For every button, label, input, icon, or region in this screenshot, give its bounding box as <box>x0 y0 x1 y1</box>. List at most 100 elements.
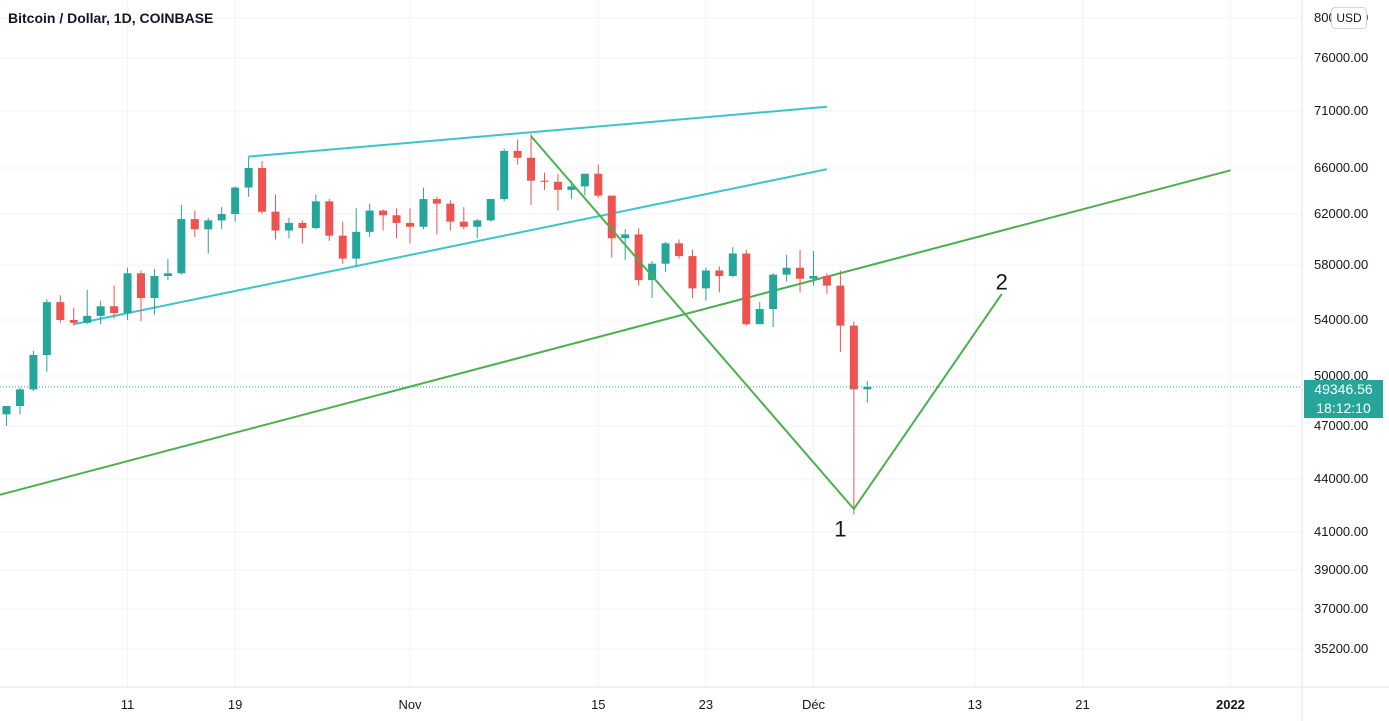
channel-lower-line <box>73 168 828 326</box>
time-tick-label: 2022 <box>1216 697 1245 712</box>
candle-body <box>29 355 38 390</box>
candle-body <box>271 211 280 231</box>
candle-body <box>728 253 737 276</box>
candle-body <box>150 276 159 298</box>
candle-body <box>675 243 683 257</box>
candle-body <box>836 285 845 326</box>
candle-body <box>809 276 818 279</box>
candle-body <box>56 302 65 320</box>
price-tick-label: 76000.00 <box>1314 50 1368 65</box>
wave-path <box>530 135 1003 511</box>
drawing-layer[interactable] <box>0 105 1231 515</box>
candle-body <box>177 219 186 274</box>
price-tick-label: 71000.00 <box>1314 103 1368 118</box>
candle-body <box>594 173 603 196</box>
channel-upper-line <box>248 105 827 158</box>
wave-layer[interactable] <box>530 135 1003 511</box>
price-tick-label: 41000.00 <box>1314 524 1368 539</box>
time-tick-label: 23 <box>699 697 713 712</box>
candle-body <box>96 306 105 316</box>
candle-body <box>527 157 536 181</box>
candle-body <box>2 406 11 415</box>
candle-body <box>446 203 455 222</box>
candle-body <box>137 273 145 298</box>
candle-body <box>352 231 361 259</box>
candle-body <box>849 325 858 390</box>
candle-body <box>553 181 562 190</box>
currency-button[interactable]: USD <box>1331 7 1367 29</box>
wave-label: 1 <box>834 516 846 541</box>
candle-body <box>419 199 428 227</box>
candle-body <box>406 222 414 227</box>
price-tick-label: 35200.00 <box>1314 641 1368 656</box>
grid <box>0 0 1302 687</box>
wave-label: 2 <box>996 270 1008 295</box>
candle-body <box>325 201 334 236</box>
candle-body <box>755 309 764 325</box>
time-tick-label: 13 <box>968 697 982 712</box>
candle-body <box>298 222 307 229</box>
candle-body <box>123 273 132 314</box>
candle-body <box>796 267 805 279</box>
candle-body <box>742 253 751 325</box>
candles <box>2 133 872 515</box>
time-axis[interactable]: 11 19 Nov 15 23 Déc 13 21 2022 <box>121 697 1245 712</box>
candle-body <box>473 220 482 227</box>
candle-body <box>231 187 240 214</box>
candle-body <box>379 210 388 216</box>
candle-body <box>284 222 293 231</box>
candle-body <box>244 168 253 188</box>
candle-body <box>365 210 374 232</box>
candle-body <box>540 180 549 182</box>
candle-body <box>83 315 92 323</box>
price-tick-label: 39000.00 <box>1314 562 1368 577</box>
candle-body <box>190 219 199 230</box>
price-tick-label: 62000.00 <box>1314 206 1368 221</box>
time-tick-label: Déc <box>802 697 826 712</box>
candle-body <box>42 302 51 355</box>
candle-body <box>621 234 630 239</box>
price-tick-label: 44000.00 <box>1314 471 1368 486</box>
candle-body <box>392 215 401 223</box>
candle-body <box>607 195 616 239</box>
price-tick-label: 47000.00 <box>1314 418 1368 433</box>
price-axis[interactable]: 80000.0076000.0071000.0066000.0062000.00… <box>1314 10 1368 656</box>
candle-body <box>204 220 213 230</box>
time-tick-label: Nov <box>398 697 422 712</box>
candle-body <box>863 386 872 390</box>
time-tick-label: 11 <box>121 697 135 712</box>
candle-body <box>769 274 778 309</box>
chart-title: Bitcoin / Dollar, 1D, COINBASE <box>8 10 214 26</box>
candle-body <box>110 306 119 314</box>
candle-body <box>715 270 724 276</box>
trend-line <box>0 169 1231 496</box>
wave-labels: 12 <box>834 270 1008 542</box>
time-tick-label: 15 <box>591 697 605 712</box>
candle-body <box>217 214 226 221</box>
candle-body <box>822 276 831 286</box>
candle-body <box>782 267 791 275</box>
price-tick-label: 58000.00 <box>1314 257 1368 272</box>
last-price-value: 49346.56 <box>1314 381 1373 397</box>
candle-body <box>500 150 509 200</box>
candle-body <box>648 263 657 281</box>
candle-body <box>634 234 643 281</box>
candle-body <box>69 320 78 323</box>
price-tick-label: 54000.00 <box>1314 312 1368 327</box>
bar-countdown: 18:12:10 <box>1316 400 1371 416</box>
candle-body <box>15 389 24 406</box>
price-tick-label: 37000.00 <box>1314 601 1368 616</box>
candle-body <box>311 201 320 229</box>
candle-body <box>338 235 347 259</box>
candle-body <box>459 221 468 227</box>
candle-body <box>688 256 697 289</box>
candle-body <box>580 173 589 187</box>
candle-body <box>567 186 576 190</box>
time-tick-label: 19 <box>228 697 242 712</box>
candle-body <box>258 168 267 212</box>
candle-body <box>661 243 670 264</box>
candle-body <box>432 199 441 204</box>
price-tick-label: 66000.00 <box>1314 160 1368 175</box>
last-price-badge: 49346.56 18:12:10 <box>1304 380 1383 418</box>
